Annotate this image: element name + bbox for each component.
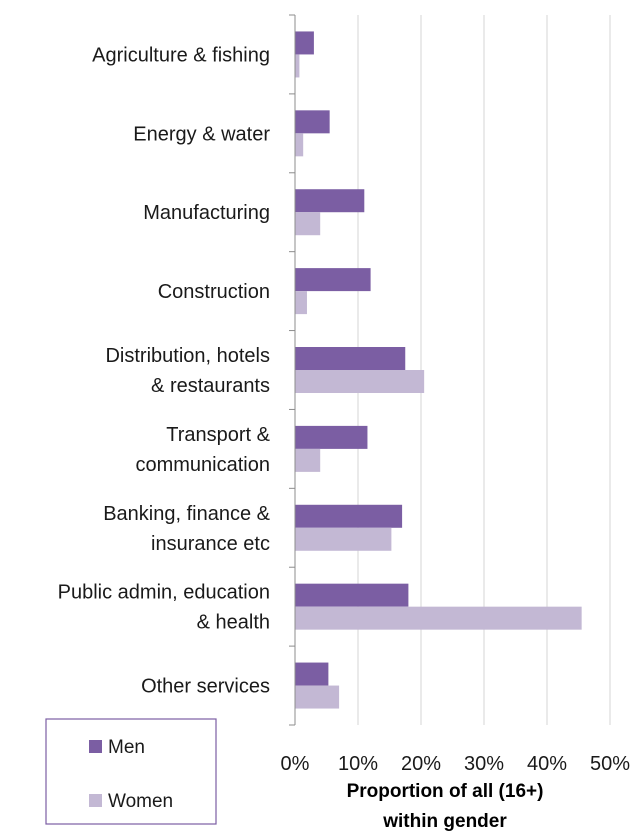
bar-women [295, 685, 340, 709]
bars [295, 31, 582, 709]
y-axis [289, 14, 296, 726]
bar-women [295, 212, 321, 236]
legend: Men Women [45, 718, 217, 825]
bar-men [295, 662, 329, 686]
category-label: Banking, finance & insurance etc [103, 503, 270, 555]
category-label: Agriculture & fishing [92, 44, 270, 66]
bar-men [295, 583, 409, 607]
legend-label-women: Women [108, 791, 173, 812]
bar-men [295, 268, 371, 292]
category-label: Public admin, education & health [58, 582, 270, 634]
category-labels: Agriculture & fishing Energy & water Manuf… [58, 44, 271, 697]
legend-box [45, 718, 217, 825]
x-axis-title: Proportion of all (16+) within gender [347, 781, 544, 832]
bar-women [295, 291, 307, 315]
x-tick-label: 40% [527, 753, 567, 775]
bar-women [295, 370, 425, 393]
bar-men [295, 504, 403, 528]
bar-men [295, 347, 406, 370]
category-label: Manufacturing [143, 202, 270, 224]
bar-men [295, 31, 314, 55]
bar-women [295, 448, 321, 472]
legend-swatch-men [89, 740, 102, 753]
category-label: Other services [141, 676, 270, 698]
legend-label-men: Men [108, 737, 145, 758]
category-label: Construction [158, 281, 270, 303]
x-tick-label: 10% [338, 753, 378, 775]
x-tick-label: 50% [590, 753, 630, 775]
x-tick-label: 20% [401, 753, 441, 775]
bar-men [295, 425, 368, 449]
bar-women [295, 527, 392, 551]
x-tick-labels: 0% 10% 20% 30% 40% 50% [281, 753, 630, 775]
legend-swatch-women [89, 794, 102, 807]
x-axis-title: Proportion of all (16+) within gender [347, 781, 544, 832]
bar-women [295, 133, 304, 157]
category-label: Energy & water [133, 123, 270, 145]
bar-women [295, 606, 582, 630]
bar-men [295, 189, 365, 213]
bar-men [295, 110, 330, 134]
bar-women [295, 54, 300, 78]
x-tick-label: 0% [281, 753, 310, 775]
category-label: Transport & communication [135, 424, 270, 476]
x-tick-label: 30% [464, 753, 504, 775]
category-label: Distribution, hotels & restaurants [105, 345, 270, 397]
